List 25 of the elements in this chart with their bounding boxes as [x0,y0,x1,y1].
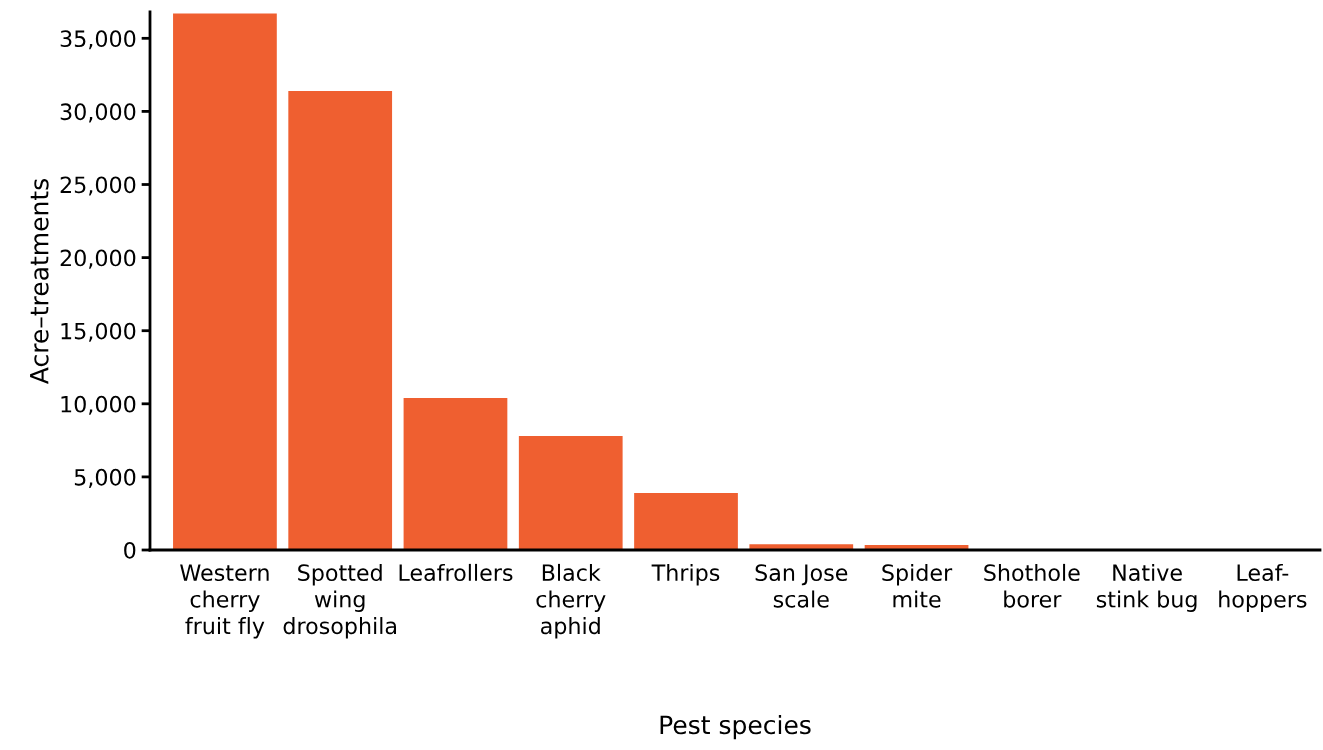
bar [173,13,277,550]
x-tick-label: Native stink bug [1096,563,1197,612]
x-tick-label: San Jose scale [755,564,848,608]
x-tick-label: Thrips [651,563,720,586]
bar [288,90,393,550]
x-axis-title: Pest species [660,714,811,740]
y-axis-title: Acre–treatments [30,179,49,385]
x-tick-label: Leaf- hoppers [1219,563,1307,612]
x-tick-label: Black cherry aphid [536,563,606,639]
x-tick-label: Western cherry fruit fly [180,564,269,639]
y-tick-label: 25,000 [60,176,136,196]
y-tick-label: 30,000 [60,103,136,123]
y-tick-label: 15,000 [61,322,136,342]
y-tick-label: 20,000 [60,249,136,269]
x-tick-label: Spider mite [882,563,953,608]
bar [518,435,623,550]
y-tick-label: 5,000 [74,468,136,488]
x-tick-label: Shothole borer [984,563,1080,608]
y-tick-label: 10,000 [61,395,136,415]
x-tick-label: Leafrollers [399,563,513,582]
bar [403,397,508,550]
y-tick-label: 35,000 [60,30,136,50]
x-tick-label: Spotted wing drosophila [283,563,397,639]
bar [634,492,738,550]
y-tick-label: 0 [124,541,136,559]
